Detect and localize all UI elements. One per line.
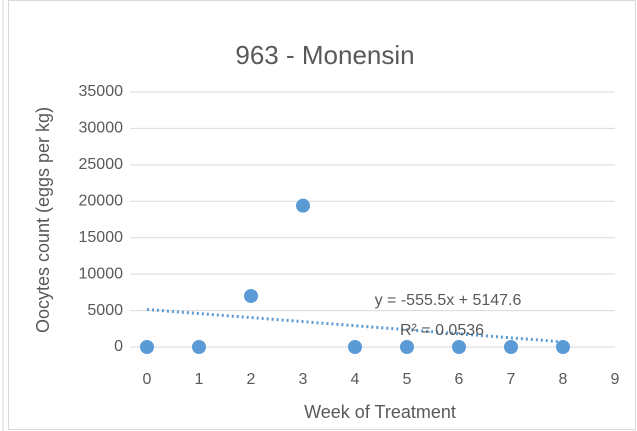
x-tick-label: 3 bbox=[299, 371, 308, 388]
trendline-equation: y = -555.5x + 5147.6 bbox=[375, 292, 522, 309]
x-tick-label: 6 bbox=[455, 371, 464, 388]
y-tick-label: 15000 bbox=[79, 229, 124, 246]
y-axis-label: Oocytes count (eggs per kg) bbox=[33, 107, 53, 333]
trendline-r2: R² = 0.0536 bbox=[400, 322, 484, 339]
data-point bbox=[192, 340, 206, 354]
x-tick-label: 7 bbox=[507, 371, 516, 388]
chart-title: 963 - Monensin bbox=[235, 40, 414, 70]
y-tick-label: 25000 bbox=[79, 156, 124, 173]
y-tick-label: 10000 bbox=[79, 265, 124, 282]
x-tick-label: 9 bbox=[611, 371, 620, 388]
y-tick-label: 20000 bbox=[79, 193, 124, 210]
x-tick-label: 1 bbox=[195, 371, 204, 388]
y-tick-label: 0 bbox=[114, 338, 123, 355]
y-tick-label: 5000 bbox=[87, 302, 123, 319]
y-tick-label: 35000 bbox=[79, 83, 124, 100]
data-point bbox=[348, 340, 362, 354]
data-point bbox=[244, 289, 258, 303]
data-point bbox=[296, 198, 310, 213]
x-tick-label: 8 bbox=[559, 371, 568, 388]
x-axis-label: Week of Treatment bbox=[304, 402, 456, 422]
y-tick-label: 30000 bbox=[79, 120, 124, 137]
x-tick-label: 2 bbox=[247, 371, 256, 388]
data-point bbox=[556, 340, 570, 354]
data-point bbox=[452, 340, 466, 354]
x-tick-label: 5 bbox=[403, 371, 412, 388]
x-tick-label: 4 bbox=[351, 371, 360, 388]
chart-border bbox=[8, 0, 636, 430]
data-point bbox=[504, 340, 518, 354]
data-point bbox=[400, 340, 414, 354]
data-point bbox=[140, 340, 154, 354]
x-tick-label: 0 bbox=[143, 371, 152, 388]
